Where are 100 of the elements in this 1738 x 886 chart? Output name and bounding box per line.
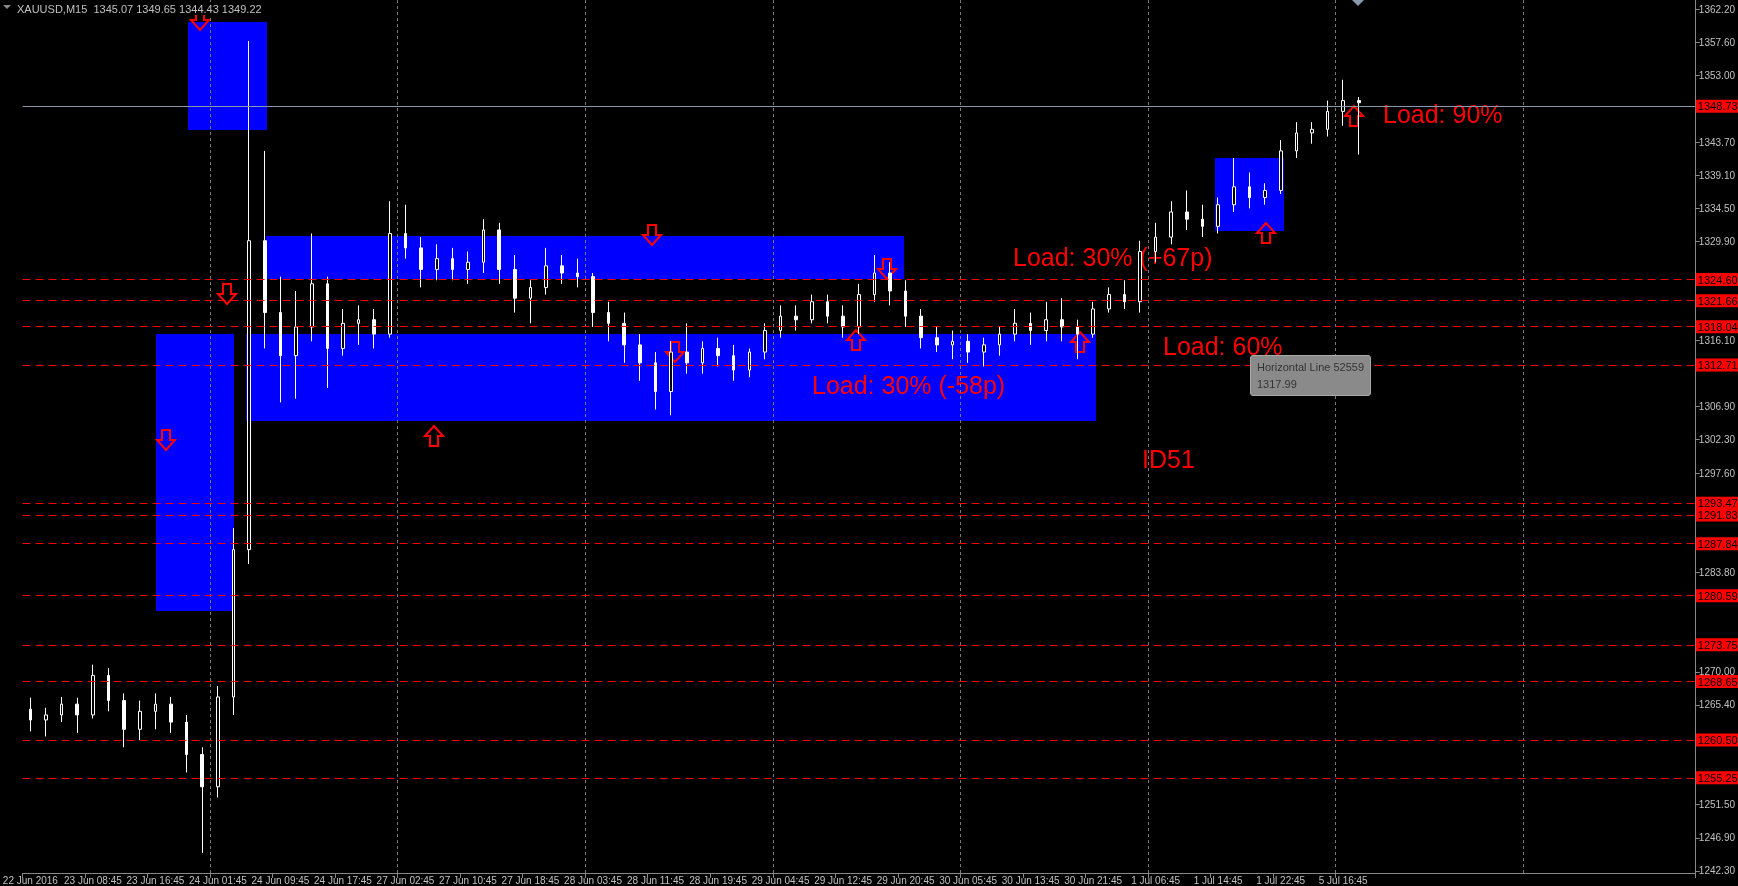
candlestick bbox=[341, 308, 345, 357]
candlestick bbox=[669, 340, 673, 416]
y-tick-label: 1246.90 bbox=[1698, 832, 1736, 844]
ref-line-label: 1255.25 bbox=[1697, 771, 1738, 784]
y-tick-label: 1270.00 bbox=[1698, 666, 1736, 678]
candlestick bbox=[638, 333, 642, 382]
candlestick bbox=[732, 344, 735, 382]
annotation: Load: 60% bbox=[1163, 332, 1283, 361]
x-tick-label: 23 Jun 16:45 bbox=[126, 874, 185, 886]
candlestick bbox=[513, 254, 517, 314]
candlestick bbox=[185, 714, 188, 773]
x-tick-label: 24 Jun 09:45 bbox=[251, 874, 310, 886]
candlestick bbox=[1029, 312, 1032, 346]
annotation: Load: 30% (+67p) bbox=[1013, 243, 1213, 272]
candlestick bbox=[1326, 100, 1329, 138]
x-tick-label: 24 Jun 01:45 bbox=[189, 874, 248, 886]
ref-line-label: 1321.66 bbox=[1697, 294, 1738, 307]
x-tick-label: 27 Jun 18:45 bbox=[501, 874, 560, 886]
candlestick bbox=[919, 308, 923, 349]
x-tick-label: 29 Jun 04:45 bbox=[751, 874, 810, 886]
y-tick-label: 1353.00 bbox=[1698, 69, 1736, 81]
x-tick-label: 1 Jul 22:45 bbox=[1256, 874, 1306, 886]
candlestick bbox=[810, 294, 814, 324]
candlestick bbox=[966, 333, 970, 364]
candlestick bbox=[247, 40, 251, 565]
y-tick-label: 1329.90 bbox=[1698, 235, 1736, 247]
x-tick-label: 30 Jun 21:45 bbox=[1064, 874, 1123, 886]
ref-line-label: 1291.83 bbox=[1697, 508, 1738, 521]
candlestick bbox=[826, 294, 829, 324]
candlestick bbox=[1263, 182, 1267, 206]
candlestick bbox=[1201, 204, 1204, 238]
y-tick-label: 1251.50 bbox=[1698, 799, 1736, 811]
candlestick bbox=[1185, 189, 1189, 231]
x-tick-label: 28 Jun 19:45 bbox=[689, 874, 748, 886]
ref-line-label: 1348.73 bbox=[1697, 100, 1738, 113]
candlestick bbox=[419, 236, 423, 288]
candlestick bbox=[154, 692, 157, 730]
x-tick-label: 22 Jun 2016 bbox=[2, 874, 59, 886]
x-tick-label: 28 Jun 03:45 bbox=[564, 874, 623, 886]
candlestick bbox=[904, 279, 907, 328]
y-tick-label: 1302.30 bbox=[1698, 434, 1736, 446]
candlestick bbox=[748, 347, 751, 378]
candlestick bbox=[591, 272, 595, 328]
candlestick bbox=[1091, 301, 1095, 339]
candlestick bbox=[60, 696, 63, 723]
candlestick bbox=[497, 222, 501, 285]
y-tick-label: 1343.70 bbox=[1698, 136, 1736, 148]
candlestick bbox=[888, 261, 892, 306]
ref-line-label: 1293.47 bbox=[1697, 497, 1738, 510]
candlestick bbox=[1138, 240, 1142, 314]
candlestick bbox=[279, 276, 282, 403]
candlestick bbox=[294, 290, 298, 400]
candlestick bbox=[44, 707, 48, 737]
candlestick bbox=[1076, 319, 1079, 360]
candlestick bbox=[1357, 96, 1361, 155]
y-tick-label: 1242.30 bbox=[1698, 865, 1736, 877]
ref-line-label: 1273.75 bbox=[1697, 638, 1738, 651]
ref-line-label: 1260.50 bbox=[1697, 734, 1738, 747]
candlestick bbox=[107, 667, 110, 712]
candlestick bbox=[1279, 139, 1283, 195]
candlestick bbox=[200, 746, 204, 854]
candlestick bbox=[310, 233, 314, 342]
candlestick bbox=[326, 276, 329, 389]
y-tick-label: 1265.40 bbox=[1698, 699, 1736, 711]
candlestick bbox=[576, 258, 579, 288]
annotation: ID51 bbox=[1142, 445, 1195, 474]
x-tick-label: 24 Jun 17:45 bbox=[314, 874, 373, 886]
x-tick-label: 29 Jun 12:45 bbox=[814, 874, 873, 886]
y-tick-label: 1297.60 bbox=[1698, 468, 1736, 479]
ref-line-label: 1287.84 bbox=[1697, 537, 1738, 550]
ref-line-label: 1318.04 bbox=[1697, 320, 1738, 333]
candlestick bbox=[263, 150, 267, 349]
candlestick bbox=[560, 254, 564, 285]
chart-title: XAUUSD,M15 1345.07 1349.65 1344.43 1349.22 bbox=[17, 2, 262, 15]
candlestick bbox=[122, 692, 126, 748]
candlestick bbox=[1060, 297, 1064, 342]
y-tick-label: 1334.50 bbox=[1698, 202, 1736, 214]
candlestick bbox=[841, 304, 845, 339]
ref-line-label: 1312.71 bbox=[1697, 358, 1738, 371]
candlestick bbox=[857, 283, 861, 335]
x-tick-label: 30 Jun 05:45 bbox=[939, 874, 998, 886]
y-tick-label: 1306.90 bbox=[1698, 401, 1736, 413]
candlestick bbox=[435, 243, 439, 281]
candlestick bbox=[873, 254, 876, 303]
candlestick bbox=[716, 337, 720, 367]
ref-line-label: 1268.65 bbox=[1697, 675, 1738, 688]
candlestick bbox=[607, 301, 610, 342]
x-tick-label: 28 Jun 11:45 bbox=[627, 874, 685, 886]
candlestick bbox=[357, 304, 360, 346]
candlestick bbox=[544, 247, 548, 296]
candlestick bbox=[529, 279, 532, 324]
x-tick-label: 1 Jul 14:45 bbox=[1193, 874, 1244, 886]
candlestick bbox=[1169, 200, 1173, 245]
y-tick-label: 1339.10 bbox=[1698, 169, 1736, 181]
ref-line-label: 1324.60 bbox=[1697, 273, 1738, 286]
candlestick bbox=[1123, 279, 1126, 310]
candlestick bbox=[1232, 157, 1236, 213]
candlestick bbox=[482, 218, 485, 274]
x-tick-label: 29 Jun 20:45 bbox=[876, 874, 935, 886]
candlestick bbox=[763, 322, 767, 360]
